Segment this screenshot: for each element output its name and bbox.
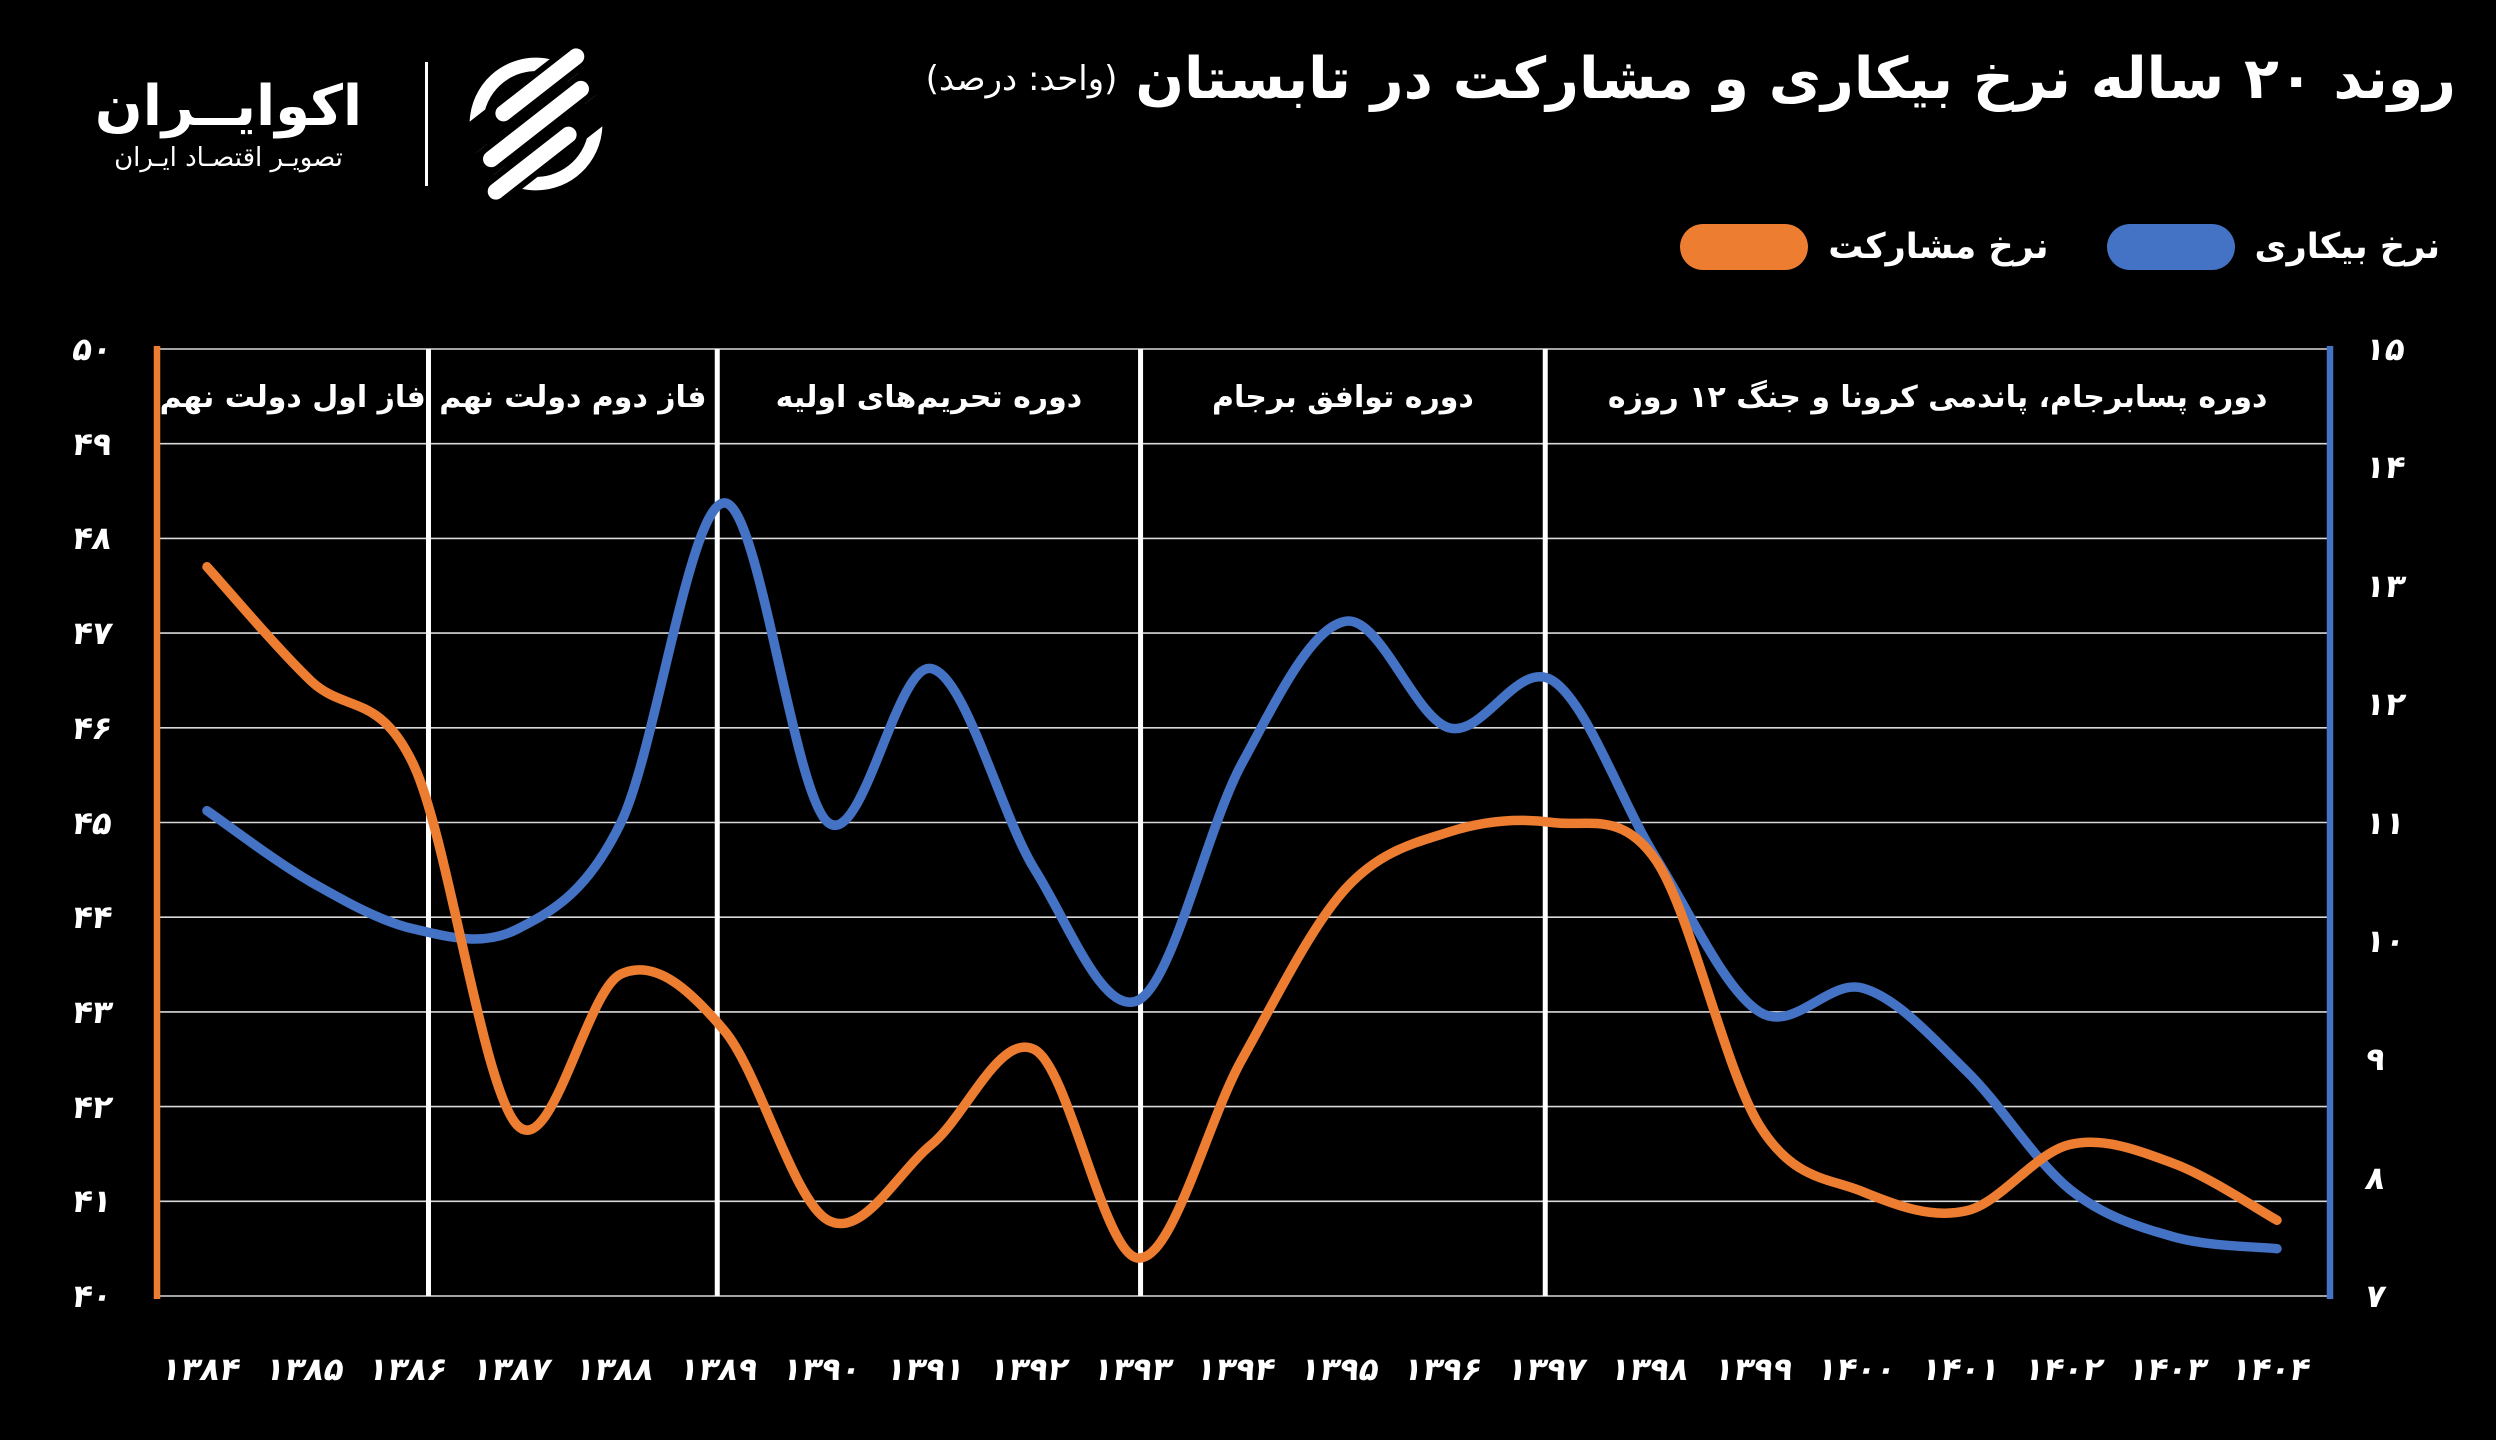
legend-swatch bbox=[2106, 224, 2235, 270]
x-axis-year-tick: ۱۳۹۹ bbox=[1710, 1350, 1797, 1388]
y-axis-left-tick: ۴۲ bbox=[69, 1087, 116, 1126]
y-axis-right-tick: ۱۵ bbox=[2362, 330, 2409, 368]
y-axis-left-tick: ۴۰ bbox=[69, 1277, 116, 1315]
x-axis-year-tick: ۱۴۰۳ bbox=[2124, 1350, 2211, 1388]
x-axis-year-tick: ۱۳۹۸ bbox=[1606, 1350, 1694, 1388]
x-axis-year-tick: ۱۳۸۴ bbox=[157, 1350, 245, 1388]
brand-text: اکوایــران تصویـر اقتصـاد ایـران bbox=[56, 73, 401, 174]
brand-tagline: تصویـر اقتصـاد ایـران bbox=[114, 143, 343, 174]
brand-separator bbox=[425, 62, 428, 186]
y-axis-left-tick: ۴۱ bbox=[69, 1182, 116, 1221]
x-axis-year-tick: ۱۳۸۷ bbox=[468, 1350, 555, 1388]
x-axis-year-tick: ۱۳۹۷ bbox=[1503, 1350, 1590, 1388]
x-axis-year-tick: ۱۴۰۴ bbox=[2227, 1350, 2315, 1388]
y-axis-left-tick: ۴۶ bbox=[69, 708, 116, 747]
ecoiran-logo-icon bbox=[452, 40, 620, 208]
y-axis-left-tick: ۴۴ bbox=[69, 898, 116, 937]
x-axis-year-tick: ۱۴۰۱ bbox=[1917, 1350, 2004, 1388]
period-label: دوره تحریم‌های اولیه bbox=[775, 380, 1083, 415]
y-axis-left-tick: ۵۰ bbox=[69, 330, 116, 368]
y-axis-left-tick: ۴۸ bbox=[69, 519, 116, 558]
period-label: دوره پسابرجام، پاندمی کرونا و جنگ ۱۲ روز… bbox=[1607, 380, 2268, 415]
period-label: فاز اول دولت نهم bbox=[159, 380, 426, 415]
page-title: روند ۲۰ ساله نرخ بیکاری و مشارکت در تابس… bbox=[1135, 46, 2456, 112]
x-axis-year-tick: ۱۳۸۵ bbox=[261, 1350, 348, 1388]
x-axis-year-tick: ۱۳۸۶ bbox=[364, 1350, 452, 1388]
period-label: دوره توافق برجام bbox=[1212, 380, 1474, 415]
y-axis-right-tick: ۹ bbox=[2362, 1040, 2389, 1079]
y-axis-left-tick: ۴۳ bbox=[69, 992, 116, 1031]
x-axis-year-tick: ۱۳۹۰ bbox=[778, 1350, 866, 1388]
x-axis-year-tick: ۱۴۰۰ bbox=[1813, 1350, 1901, 1388]
participation-line bbox=[202, 562, 2282, 1263]
legend-label: نرخ مشارکت bbox=[1828, 227, 2049, 267]
y-axis-right-tick: ۷ bbox=[2362, 1277, 2389, 1315]
x-axis-year-tick: ۱۳۹۵ bbox=[1296, 1350, 1383, 1388]
y-axis-right-tick: ۱۰ bbox=[2362, 921, 2409, 960]
period-label: فاز دوم دولت نهم bbox=[439, 380, 707, 415]
x-axis-year-tick: ۱۳۹۳ bbox=[1089, 1350, 1176, 1388]
y-axis-right-tick: ۱۳ bbox=[2362, 566, 2409, 605]
x-axis-year-tick: ۱۳۹۶ bbox=[1399, 1350, 1487, 1388]
legend-swatch bbox=[1680, 224, 1809, 270]
legend: نرخ مشارکت نرخ بیکاری bbox=[1680, 224, 2440, 270]
legend-label: نرخ بیکاری bbox=[2254, 227, 2440, 267]
y-axis-left-tick: ۴۵ bbox=[69, 803, 116, 842]
x-axis-year-tick: ۱۳۹۲ bbox=[985, 1350, 1073, 1388]
legend-item: نرخ مشارکت bbox=[1680, 224, 2049, 270]
y-axis-right-tick: ۱۱ bbox=[2362, 803, 2409, 842]
title-unit: (واحد: درصد) bbox=[925, 59, 1118, 99]
brand-logo: اکوایــران تصویـر اقتصـاد ایـران bbox=[56, 40, 620, 208]
unemployment-line bbox=[202, 498, 2282, 1254]
y-axis-left-tick: ۴۷ bbox=[69, 614, 116, 653]
y-axis-right-tick: ۸ bbox=[2362, 1158, 2389, 1197]
x-axis-year-tick: ۱۳۹۱ bbox=[882, 1350, 969, 1388]
y-axis-left-tick: ۴۹ bbox=[69, 424, 116, 463]
x-axis-year-tick: ۱۴۰۲ bbox=[2020, 1350, 2108, 1388]
x-axis-year-tick: ۱۳۸۸ bbox=[571, 1350, 659, 1388]
x-axis-year-tick: ۱۳۸۹ bbox=[675, 1350, 762, 1388]
brand-name: اکوایــران bbox=[94, 73, 363, 139]
x-axis-year-tick: ۱۳۹۴ bbox=[1192, 1350, 1280, 1388]
legend-item: نرخ بیکاری bbox=[2106, 224, 2440, 270]
y-axis-right-tick: ۱۴ bbox=[2362, 448, 2409, 487]
title-block: روند ۲۰ ساله نرخ بیکاری و مشارکت در تابس… bbox=[926, 46, 2456, 112]
y-axis-right-tick: ۱۲ bbox=[2362, 685, 2409, 724]
